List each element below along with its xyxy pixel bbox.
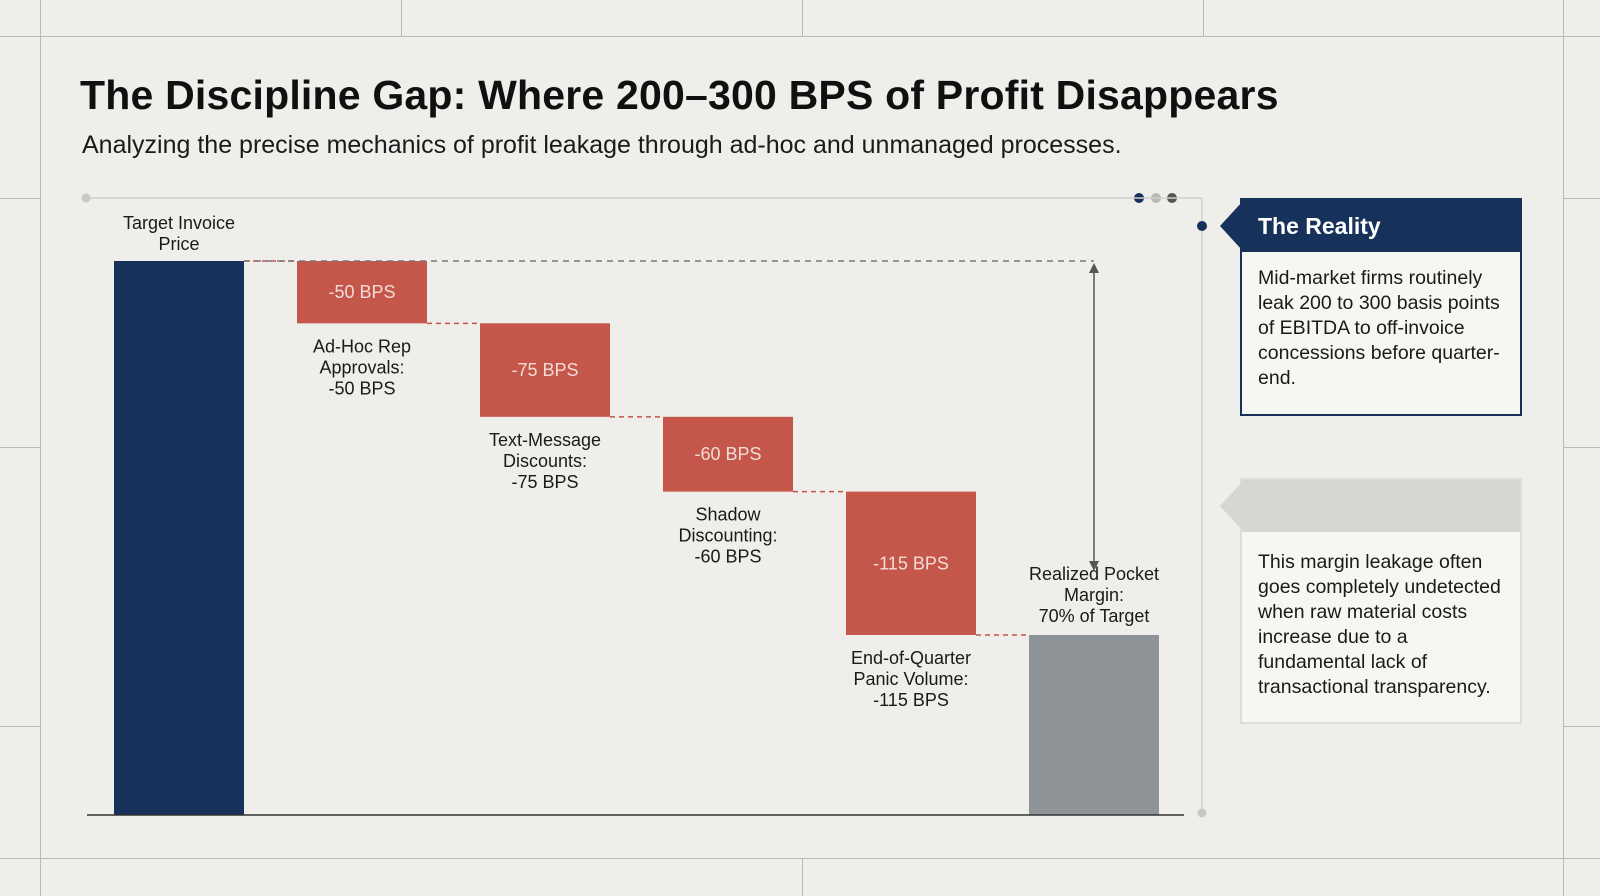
- loss-bar-label: Ad-Hoc Rep Approvals: -50 BPS: [313, 336, 411, 398]
- grid-tick: [802, 858, 803, 896]
- loss-bar-value: -60 BPS: [694, 444, 761, 464]
- grid-tick: [1563, 198, 1600, 199]
- loss-bar-value: -50 BPS: [328, 282, 395, 302]
- page-title: The Discipline Gap: Where 200–300 BPS of…: [80, 72, 1279, 118]
- loss-bar: [846, 491, 976, 635]
- start-bar: [114, 261, 244, 815]
- grid-line-left: [40, 0, 41, 896]
- connector-dot: [1197, 221, 1207, 231]
- grid-line-bottom: [0, 858, 1600, 859]
- rule-end-dot: [81, 193, 91, 203]
- grid-tick: [1563, 726, 1600, 727]
- grid-line-top: [0, 36, 1600, 37]
- loss-bar-label: Shadow Discounting: -60 BPS: [678, 505, 777, 567]
- grid-tick: [802, 0, 803, 36]
- grid-tick: [1563, 447, 1600, 448]
- grid-tick: [0, 198, 40, 199]
- loss-bar: [480, 323, 610, 417]
- reality-panel: The Reality Mid-market firms routinely l…: [1220, 198, 1522, 416]
- loss-bar: [297, 261, 427, 324]
- reality-panel-body: Mid-market firms routinely leak 200 to 3…: [1258, 267, 1500, 389]
- rule-end-dot: [1197, 808, 1207, 818]
- grid-line-right: [1563, 0, 1564, 896]
- loss-bar-label: End-of-Quarter Panic Volume: -115 BPS: [851, 648, 971, 710]
- loss-bar-value: -75 BPS: [511, 360, 578, 380]
- loss-bar-value: -115 BPS: [873, 553, 949, 573]
- gap-arrow-head-up: [1089, 263, 1099, 273]
- reality-panel-title: The Reality: [1242, 200, 1520, 252]
- gap-arrow-head-down: [1089, 561, 1099, 571]
- detail-panel-body: This margin leakage often goes completel…: [1258, 551, 1501, 698]
- grid-tick: [1203, 0, 1204, 36]
- loss-bar-label: Text-Message Discounts: -75 BPS: [489, 430, 601, 492]
- start-bar-label: Target Invoice Price: [123, 213, 235, 254]
- grid-tick: [0, 726, 40, 727]
- grid-tick: [401, 0, 402, 36]
- detail-panel-header: [1242, 480, 1520, 532]
- page-subtitle: Analyzing the precise mechanics of profi…: [82, 131, 1122, 159]
- grid-tick: [0, 447, 40, 448]
- detail-panel: This margin leakage often goes completel…: [1220, 478, 1522, 724]
- end-bar-label: Realized Pocket Margin: 70% of Target: [1029, 564, 1159, 626]
- loss-bar: [663, 416, 793, 492]
- end-bar: [1029, 635, 1159, 815]
